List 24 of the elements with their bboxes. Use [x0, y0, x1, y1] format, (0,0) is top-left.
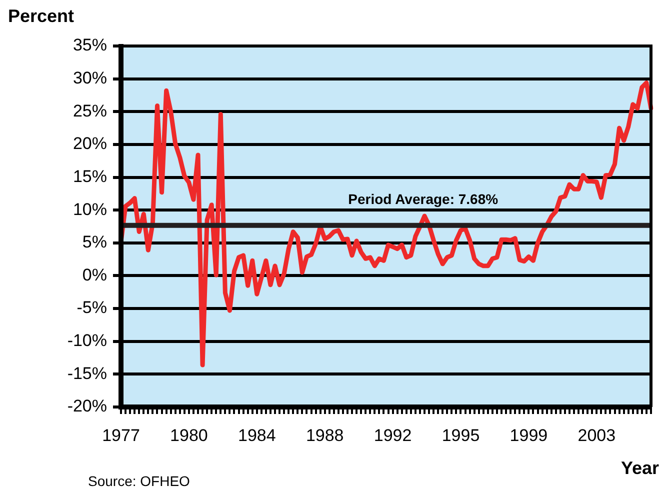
y-tick-label: 35% [72, 36, 107, 55]
x-tick-label: 1984 [238, 426, 276, 445]
source-note: Source: OFHEO [88, 473, 190, 489]
x-tick-label: 1988 [306, 426, 344, 445]
x-tick-label: 1980 [170, 426, 208, 445]
x-tick-label: 1999 [510, 426, 548, 445]
y-tick-label: 5% [82, 232, 107, 252]
y-tick-label: -10% [67, 331, 107, 350]
x-tick-label: 1977 [102, 426, 140, 445]
x-tick-label: 1995 [442, 426, 480, 445]
y-tick-label: 20% [72, 134, 107, 154]
x-tick-label: 1992 [374, 426, 412, 445]
y-tick-label: 30% [72, 68, 107, 88]
y-tick-label: 0% [82, 265, 107, 284]
y-tick-label: -20% [67, 396, 107, 416]
y-tick-label: 15% [72, 166, 107, 186]
x-axis-title: Year [620, 458, 659, 479]
x-tick-label: 2003 [578, 426, 616, 445]
y-tick-label: 10% [72, 200, 107, 219]
y-tick-label: -15% [67, 364, 107, 383]
y-axis-title: Percent [8, 6, 74, 27]
ref-line-label: Period Average: 7.68% [348, 191, 499, 208]
y-tick-label: -5% [76, 298, 107, 318]
y-tick-label: 25% [72, 101, 107, 120]
